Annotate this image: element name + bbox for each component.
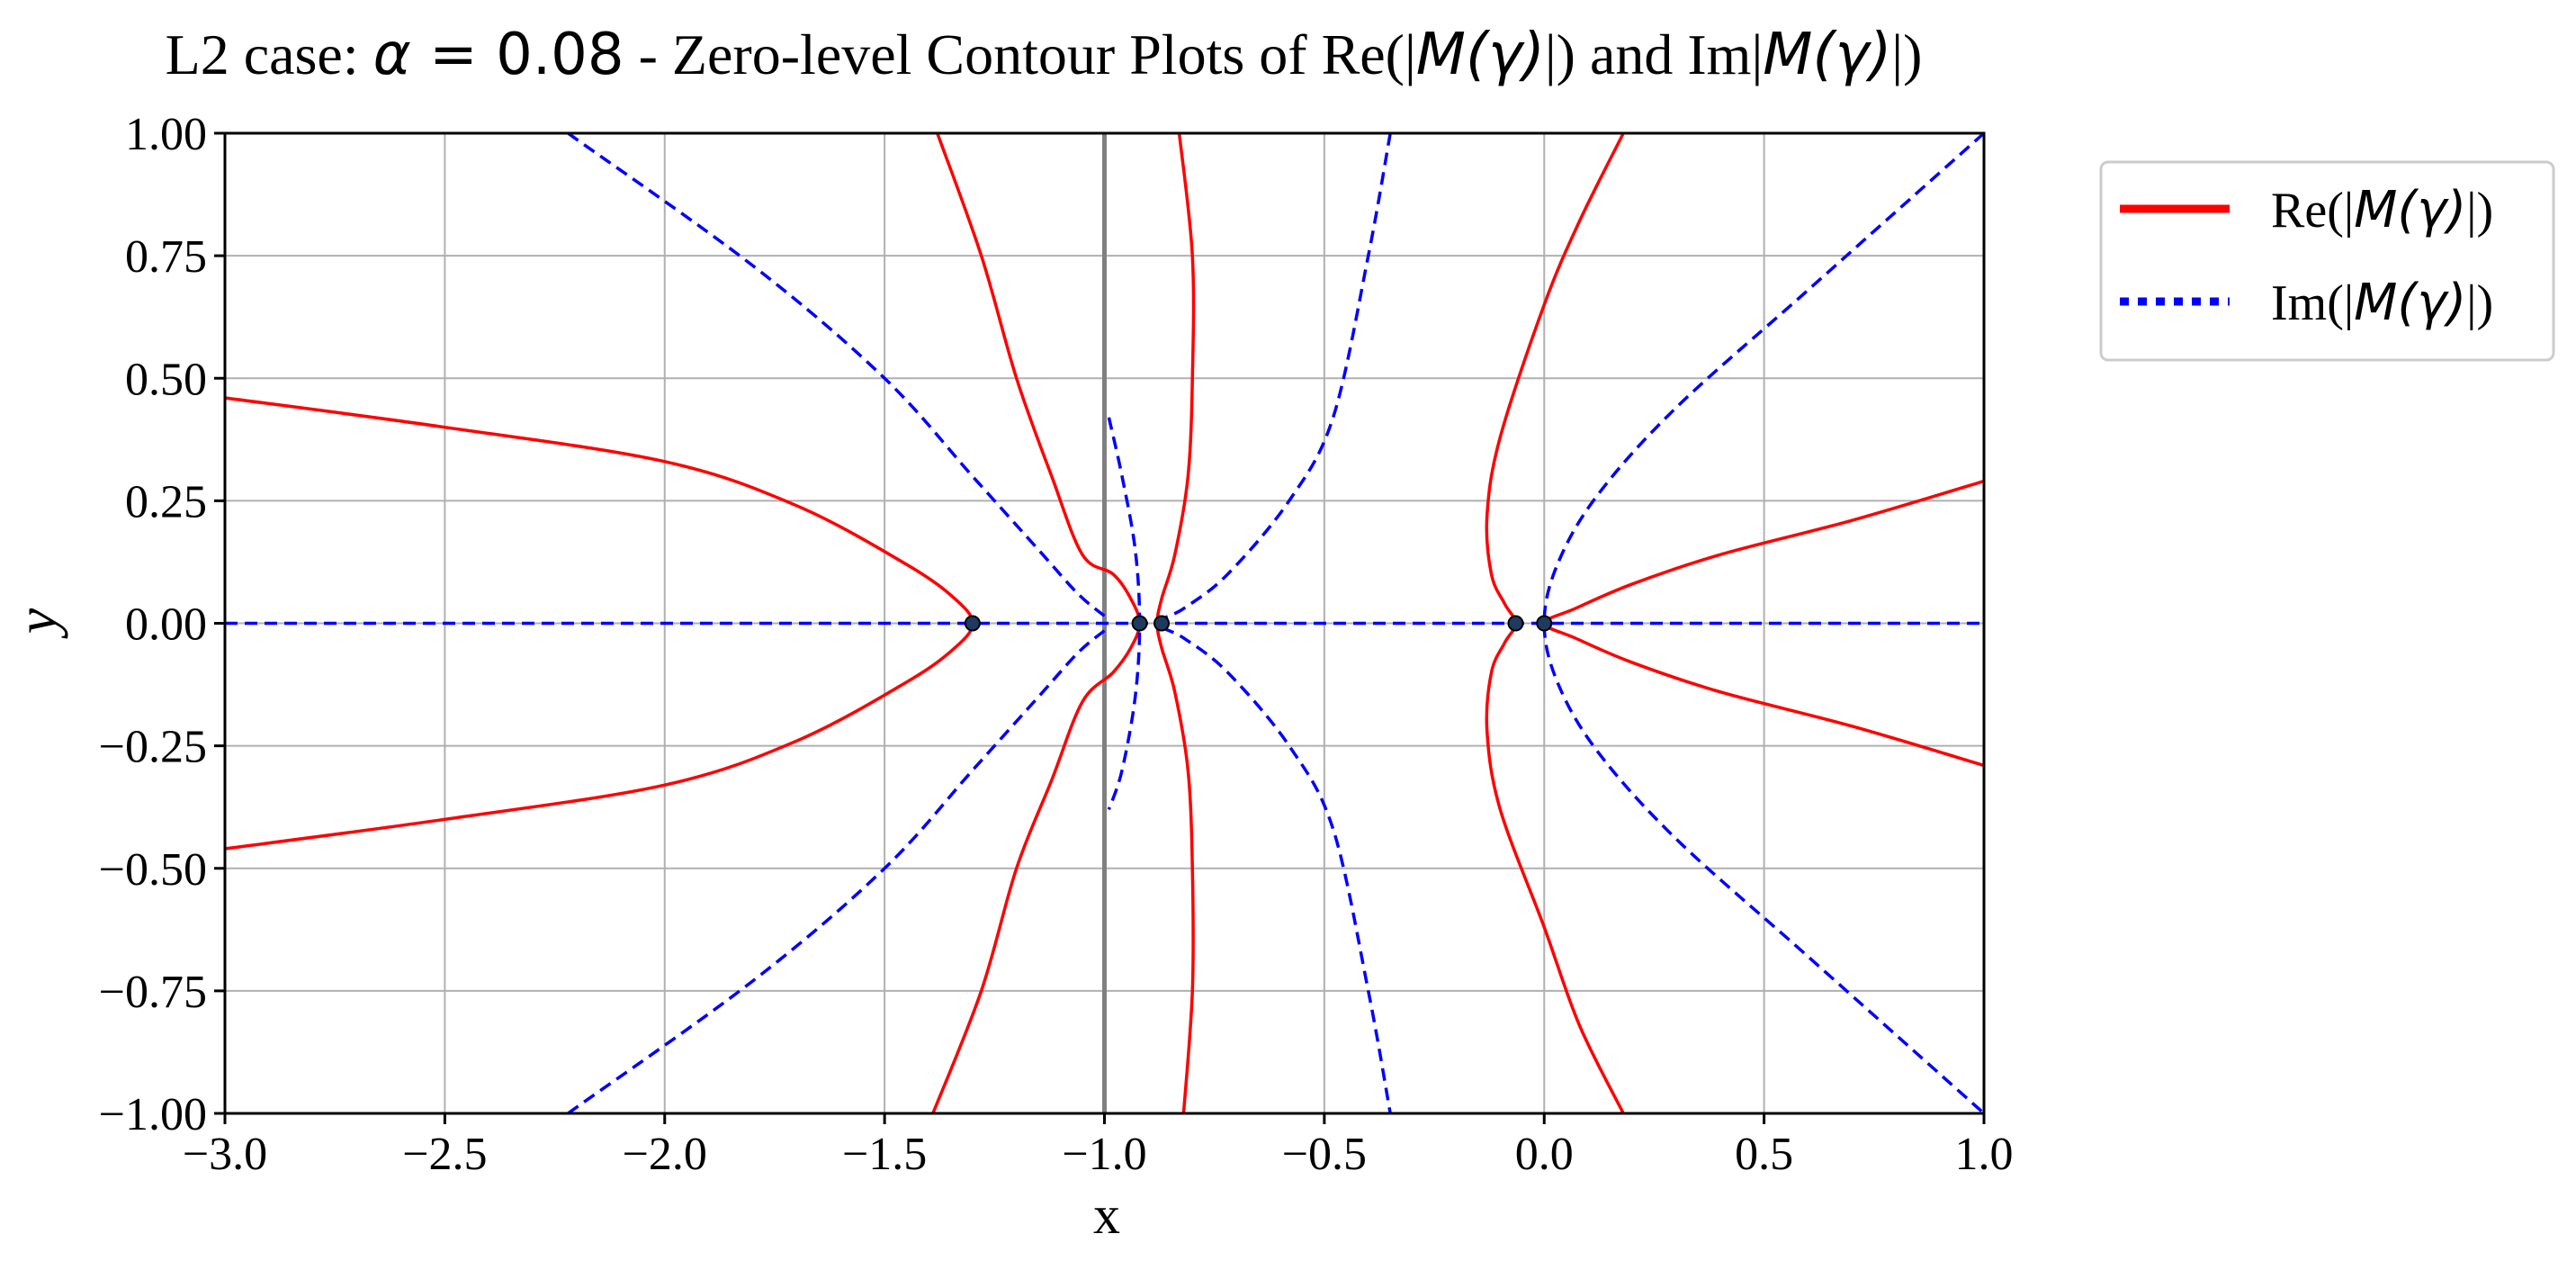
legend-re-suffix: |)	[2466, 183, 2493, 239]
title-m-gamma: M(γ)	[1416, 22, 1545, 88]
x-tick-label: −1.5	[842, 1129, 927, 1180]
title-alpha: α	[373, 22, 411, 88]
chart-title: L2 case: α = 0.08 - Zero-level Contour P…	[166, 22, 1923, 88]
im-contour-im-5	[1542, 131, 1986, 1115]
x-tick-label: 1.0	[1955, 1129, 2014, 1180]
title-equals: =	[411, 22, 496, 88]
im-contour-im-3	[1107, 417, 1142, 810]
intersection-point	[1153, 615, 1171, 632]
y-tick-label: 0.50	[125, 354, 207, 405]
intersection-point	[964, 615, 981, 632]
title-suffix: |)	[1891, 23, 1922, 86]
im-contour-im-1	[567, 131, 1106, 617]
y-tick-label: 1.00	[125, 109, 207, 160]
x-axis-ticks: −3.0 −2.5 −2.0 −1.5 −1.0 −0.5 0.0 0.5 1.0	[183, 1113, 2014, 1180]
y-tick-label: −0.75	[99, 967, 207, 1018]
y-tick-label: 0.25	[125, 476, 207, 527]
legend-im-math: M(γ)	[2354, 274, 2466, 332]
legend-re-math: M(γ)	[2354, 181, 2466, 239]
legend-im-prefix: Im(|	[2271, 275, 2354, 331]
legend-re-label: Re(|M(γ)|)	[2271, 181, 2493, 239]
legend-im-suffix: |)	[2466, 275, 2493, 331]
intersection-point	[1507, 615, 1524, 632]
x-tick-label: −2.0	[623, 1129, 707, 1180]
title-mid2: |) and Im|	[1545, 23, 1763, 86]
x-tick-label: 0.0	[1515, 1129, 1574, 1180]
title-middle: - Zero-level Contour Plots of Re(|	[624, 23, 1416, 86]
x-tick-label: −3.0	[183, 1129, 267, 1180]
x-tick-label: −2.5	[402, 1129, 487, 1180]
y-tick-label: 0.00	[125, 599, 207, 651]
title-m-gamma-2: M(γ)	[1763, 22, 1891, 88]
title-alpha-value: 0.08	[496, 22, 624, 88]
title-prefix: L2 case:	[166, 23, 373, 86]
y-axis-label: y	[4, 608, 68, 639]
legend: Re(|M(γ)|) Im(|M(γ)|)	[2099, 160, 2555, 362]
x-tick-label: 0.5	[1735, 1129, 1793, 1180]
y-tick-label: −1.00	[99, 1089, 207, 1140]
y-tick-label: 0.75	[125, 231, 207, 283]
intersection-points	[964, 615, 1553, 632]
x-axis-label: x	[1093, 1185, 1120, 1245]
legend-im-label: Im(|M(γ)|)	[2271, 274, 2493, 332]
intersection-point	[1131, 615, 1148, 632]
y-tick-label: −0.50	[99, 844, 207, 896]
im-contour-im-2	[567, 629, 1106, 1115]
y-axis-ticks: 1.00 0.75 0.50 0.25 0.00 −0.25 −0.50 −0.75 −1.00	[99, 109, 225, 1140]
x-tick-label: −1.0	[1062, 1129, 1146, 1180]
legend-re-prefix: Re(|	[2271, 183, 2354, 239]
x-tick-label: −0.5	[1282, 1129, 1367, 1180]
y-tick-label: −0.25	[99, 722, 207, 773]
intersection-point	[1536, 615, 1553, 632]
